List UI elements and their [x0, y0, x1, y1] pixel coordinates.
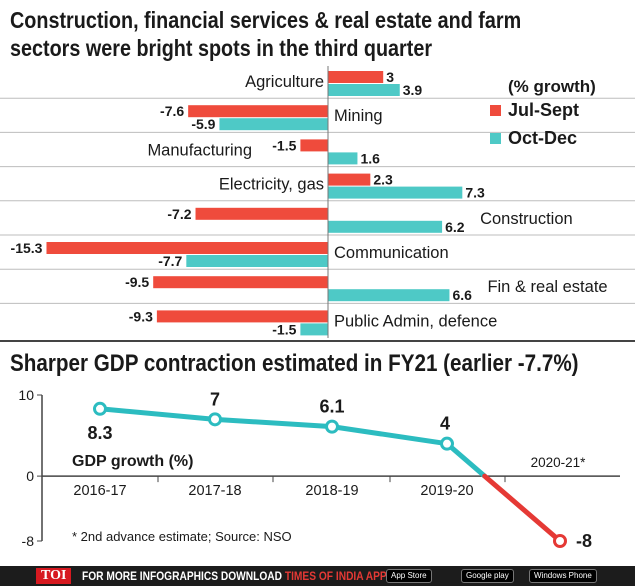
y-tick-label-8: -8: [22, 533, 35, 549]
data-label-oct-dec-public-admin-defence: -1.5: [272, 321, 296, 337]
data-label-jul-sept-electricity-gas: 2.3: [373, 172, 393, 188]
footer-download-text: FOR MORE INFOGRAPHICS DOWNLOAD: [82, 569, 283, 583]
x-tick-label-2018-19: 2018-19: [305, 483, 358, 499]
data-label-oct-dec-agriculture: 3.9: [403, 82, 423, 98]
gdp-value-label-2020-21: -8: [576, 531, 592, 551]
gdp-value-label-2017-18: 7: [210, 389, 220, 409]
category-label-mining: Mining: [334, 107, 383, 125]
data-label-oct-dec-mining: -5.9: [191, 116, 215, 132]
legend-title: (% growth): [508, 77, 596, 96]
bar-oct-dec-electricity-gas: [328, 186, 463, 199]
legend-label-jul-sept: Jul-Sept: [508, 100, 579, 120]
category-label-construction: Construction: [480, 210, 573, 228]
gdp-point-2019-20: [440, 436, 454, 451]
sector-growth-bar-chart: 3 3.9 Agriculture -7.6 -5.9 Mining -1.5 1.6 Manu…: [0, 66, 635, 338]
bar-jul-sept-fin-real-estate: [153, 276, 328, 289]
data-label-jul-sept-public-admin-defence: -9.3: [129, 308, 153, 324]
bar-oct-dec-mining: [219, 118, 328, 131]
gdp-line-contraction-segment: [482, 473, 563, 544]
bar-oct-dec-communication: [186, 255, 328, 267]
bar-jul-sept-agriculture: [328, 71, 384, 83]
data-label-jul-sept-agriculture: 3: [386, 69, 394, 85]
gdp-series-label: GDP growth (%): [72, 453, 193, 470]
chart-title-text: Construction, financial services & real …: [10, 7, 522, 61]
data-label-jul-sept-communication: -15.3: [11, 240, 43, 256]
gdp-value-label-2019-20: 4: [440, 414, 450, 434]
y-tick-label-10: 10: [18, 387, 34, 403]
x-tick-label-2019-20: 2019-20: [420, 483, 473, 499]
footer-promo-text: FOR MORE INFOGRAPHICS DOWNLOAD TIMES OF …: [82, 569, 387, 583]
data-label-oct-dec-fin-real-estate: 6.6: [452, 287, 472, 303]
bar-jul-sept-electricity-gas: [328, 173, 371, 186]
gdp-chart-title: Sharper GDP contraction estimated in FY2…: [10, 350, 579, 377]
category-label-electricity-gas: Electricity, gas: [219, 176, 324, 194]
data-label-oct-dec-electricity-gas: 7.3: [465, 185, 485, 201]
chart-title: Construction, financial services & real …: [10, 6, 543, 62]
bar-jul-sept-communication: [46, 242, 328, 254]
data-label-oct-dec-communication: -7.7: [158, 253, 182, 269]
source-footnote: * 2nd advance estimate; Source: NSO: [72, 529, 292, 544]
bar-jul-sept-public-admin-defence: [156, 310, 328, 323]
gdp-value-label-2016-17: 8.3: [87, 423, 112, 443]
gdp-point-2017-18: [208, 412, 222, 427]
windows-phone-badge[interactable]: Windows Phone: [529, 569, 597, 583]
legend-swatch-oct-dec: [490, 133, 501, 144]
section-divider: [0, 340, 635, 342]
gdp-point-2018-19: [325, 419, 339, 434]
x-tick-label-2020-21: 2020-21*: [531, 455, 587, 470]
footer-bar: TOI FOR MORE INFOGRAPHICS DOWNLOAD TIMES…: [0, 566, 635, 586]
data-label-jul-sept-manufacturing: -1.5: [272, 137, 296, 153]
x-tick-label-2017-18: 2017-18: [188, 483, 241, 499]
bar-oct-dec-agriculture: [328, 84, 400, 96]
category-label-fin-real-estate: Fin & real estate: [487, 278, 607, 296]
bar-oct-dec-public-admin-defence: [300, 323, 328, 336]
data-label-jul-sept-construction: -7.2: [167, 206, 191, 222]
y-tick-label-0: 0: [26, 468, 34, 484]
gdp-growth-line-chart: 10 0 -8 2016-17 2017-18 2018-19 2019-20 2020-21…: [18, 387, 620, 551]
category-label-manufacturing: Manufacturing: [147, 141, 252, 159]
legend-label-oct-dec: Oct-Dec: [508, 128, 577, 148]
gdp-value-label-2018-19: 6.1: [319, 397, 344, 417]
gdp-point-2016-17: [93, 401, 107, 416]
footer-app-name[interactable]: TIMES OF INDIA APP: [284, 569, 387, 583]
bar-jul-sept-manufacturing: [300, 139, 328, 152]
data-label-jul-sept-mining: -7.6: [160, 103, 184, 119]
bar-oct-dec-manufacturing: [328, 152, 358, 165]
x-tick-label-2016-17: 2016-17: [73, 483, 126, 499]
gdp-point-2020-21: [553, 534, 567, 548]
bar-oct-dec-construction: [328, 220, 443, 233]
category-label-agriculture: Agriculture: [245, 73, 324, 91]
category-label-communication: Communication: [334, 244, 449, 262]
bar-jul-sept-construction: [195, 207, 328, 220]
app-store-badge[interactable]: App Store: [386, 569, 432, 583]
legend-swatch-jul-sept: [490, 105, 501, 116]
google-play-badge[interactable]: Google play: [461, 569, 514, 583]
bar-jul-sept-mining: [188, 105, 328, 118]
data-label-oct-dec-manufacturing: 1.6: [360, 150, 380, 166]
bar-oct-dec-fin-real-estate: [328, 289, 450, 302]
data-label-oct-dec-construction: 6.2: [445, 219, 465, 235]
toi-logo[interactable]: TOI: [36, 568, 72, 584]
data-label-jul-sept-fin-real-estate: -9.5: [125, 274, 149, 290]
category-label-public-admin-defence: Public Admin, defence: [334, 312, 497, 330]
